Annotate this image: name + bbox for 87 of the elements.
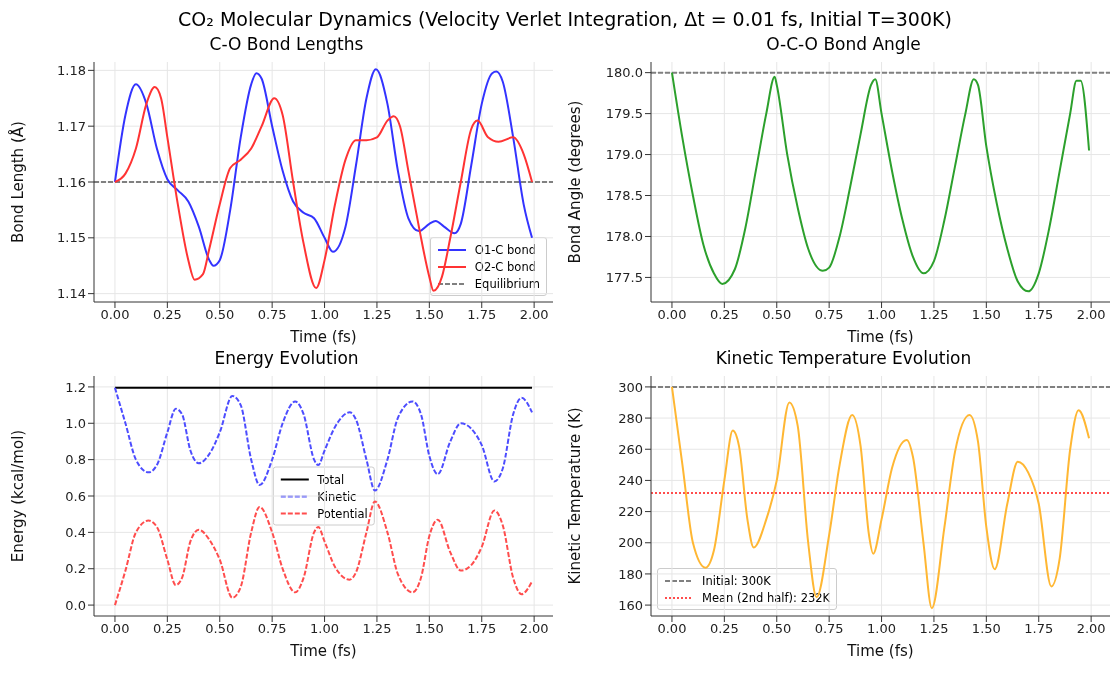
x-tick-label: 0.50 (205, 621, 235, 637)
chart-title: C-O Bond Lengths (208, 34, 365, 56)
x-tick-label: 1.00 (867, 307, 897, 323)
line-series (670, 71, 1091, 293)
x-tick-label: 0.50 (762, 621, 792, 637)
legend-label: Mean (2nd half): 232K (702, 590, 831, 605)
y-axis-title: Bond Length (Å) (8, 121, 28, 243)
x-tick-label: 2.00 (1076, 621, 1106, 637)
x-tick-label: 0.25 (152, 307, 182, 323)
chart-title: O-C-O Bond Angle (765, 34, 922, 56)
x-tick-label: 1.25 (919, 621, 949, 637)
x-tick-label: 0.25 (152, 621, 182, 637)
x-tick-label: 0.50 (762, 307, 792, 323)
x-tick-label: 1.25 (362, 307, 392, 323)
y-tick-label: 179.5 (605, 106, 643, 122)
x-tick-label: 1.00 (867, 621, 897, 637)
y-tick-label: 160 (618, 597, 643, 613)
legend-label: Potential (317, 506, 368, 520)
legend-label: Initial: 300K (702, 573, 771, 588)
y-tick-label: 240 (618, 473, 643, 489)
x-tick-label: 1.50 (971, 621, 1001, 637)
y-tick-label: 1.14 (57, 286, 86, 302)
y-axis-title: Energy (kcal/mol) (9, 429, 28, 563)
x-tick-label: 1.50 (971, 307, 1001, 323)
x-tick-label: 0.75 (257, 621, 287, 637)
line-series (670, 385, 1091, 610)
y-tick-label: 179.0 (605, 147, 643, 163)
y-tick-label: 178.0 (605, 229, 643, 245)
text: CO₂ Molecular Dynamics (Velocity Verlet Integration, Δt = 0.01 fs, Initial T=300K) (177, 8, 953, 32)
x-tick-label: 2.00 (519, 307, 549, 323)
x-axis-title: Time (fs) (289, 642, 357, 660)
y-tick-label: 0.4 (65, 524, 86, 540)
x-tick-label: 1.00 (310, 307, 340, 323)
y-tick-label: 1.16 (57, 174, 86, 190)
x-tick-label: 2.00 (519, 621, 549, 637)
x-axis-title: Time (fs) (846, 642, 914, 660)
x-tick-label: 1.25 (362, 621, 392, 637)
legend-label: O2-C bond (474, 259, 536, 274)
x-tick-label: 1.25 (919, 307, 949, 323)
legend-label: Kinetic (317, 489, 357, 503)
y-tick-label: 0.6 (65, 488, 86, 504)
y-axis-title: Bond Angle (degrees) (566, 100, 585, 264)
x-tick-label: 0.25 (709, 621, 739, 637)
y-tick-label: 0.0 (65, 597, 86, 613)
x-tick-label: 0.75 (814, 621, 844, 637)
x-axis-title: Time (fs) (846, 328, 914, 346)
y-tick-label: 1.0 (65, 415, 86, 431)
x-tick-label: 1.75 (1024, 307, 1054, 323)
x-tick-label: 0.00 (100, 307, 130, 323)
y-tick-label: 177.5 (605, 270, 643, 286)
x-tick-label: 1.75 (467, 621, 497, 637)
chart-title: Energy Evolution (213, 348, 360, 370)
legend-label: O1-C bond (474, 242, 536, 257)
x-tick-label: 0.00 (657, 621, 687, 637)
x-tick-label: 0.50 (205, 307, 235, 323)
line-series (113, 386, 534, 492)
x-tick-label: 1.50 (414, 307, 444, 323)
x-tick-label: 2.00 (1076, 307, 1106, 323)
x-tick-label: 0.75 (257, 307, 287, 323)
legend-label: Total (317, 472, 345, 486)
y-axis-title: Kinetic Temperature (K) (566, 407, 585, 585)
x-tick-label: 0.25 (709, 307, 739, 323)
y-tick-label: 180.0 (605, 65, 643, 81)
x-tick-label: 1.75 (467, 307, 497, 323)
y-tick-label: 1.2 (65, 379, 86, 395)
x-tick-label: 0.75 (814, 307, 844, 323)
y-tick-label: 178.5 (605, 188, 643, 204)
x-tick-label: 1.75 (1024, 621, 1054, 637)
x-tick-label: 1.00 (310, 621, 340, 637)
y-tick-label: 1.18 (57, 62, 86, 78)
x-tick-label: 1.50 (414, 621, 444, 637)
y-tick-label: 1.17 (57, 118, 86, 134)
legend-label: Equilibrium (474, 276, 540, 291)
x-tick-label: 0.00 (657, 307, 687, 323)
x-axis-title: Time (fs) (289, 328, 357, 346)
y-tick-label: 260 (618, 441, 643, 457)
chart-title: Kinetic Temperature Evolution (714, 348, 973, 370)
y-tick-label: 300 (618, 379, 643, 395)
y-tick-label: 280 (618, 410, 643, 426)
y-tick-label: 0.8 (65, 452, 86, 468)
y-tick-label: 1.15 (57, 230, 86, 246)
y-tick-label: 220 (618, 504, 643, 520)
y-tick-label: 180 (618, 566, 643, 582)
line-series (113, 500, 534, 607)
x-tick-label: 0.00 (100, 621, 130, 637)
y-tick-label: 0.2 (65, 561, 86, 577)
y-tick-label: 200 (618, 535, 643, 551)
